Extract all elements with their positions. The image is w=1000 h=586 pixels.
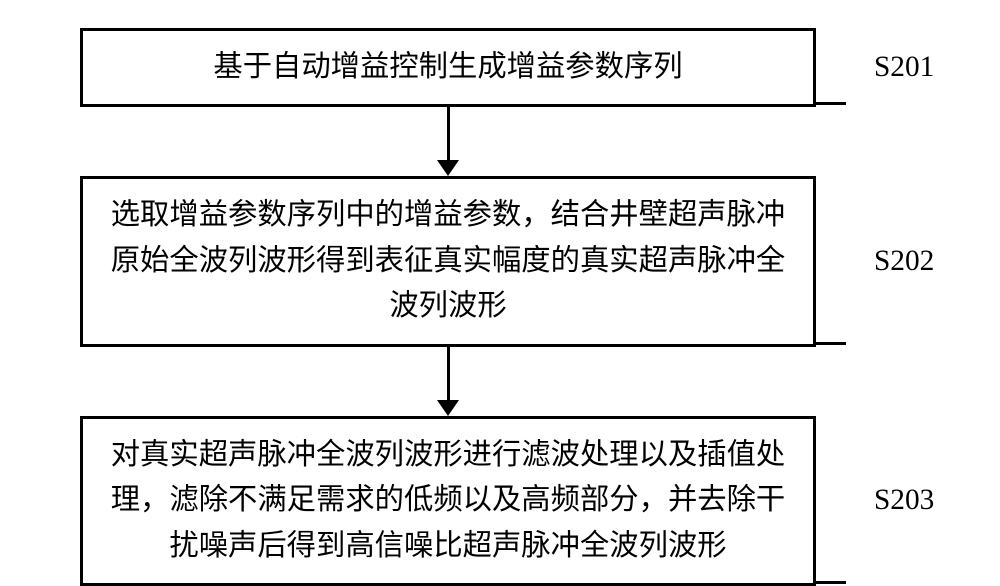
step-box: 选取增益参数序列中的增益参数，结合井壁超声脉冲原始全波列波形得到表征真实幅度的真… [80, 176, 816, 346]
step-box: 对真实超声脉冲全波列波形进行滤波处理以及插值处理，滤除不满足需求的低频以及高频部… [80, 416, 816, 586]
flowchart-container: 基于自动增益控制生成增益参数序列 S201 选取增益参数序列中的增益参数，结合井壁超… [80, 28, 936, 586]
label-connector [816, 102, 846, 105]
arrow-head-icon [437, 160, 459, 176]
step-row: 对真实超声脉冲全波列波形进行滤波处理以及插值处理，滤除不满足需求的低频以及高频部… [80, 416, 936, 586]
step-text: 基于自动增益控制生成增益参数序列 [213, 45, 682, 90]
arrow-head-icon [437, 400, 459, 416]
arrow [80, 347, 816, 416]
arrow-line [447, 347, 450, 401]
arrow [80, 107, 816, 176]
step-box: 基于自动增益控制生成增益参数序列 [80, 28, 816, 107]
step-label: S201 [874, 51, 934, 84]
label-connector [816, 342, 846, 345]
step-text: 对真实超声脉冲全波列波形进行滤波处理以及插值处理，滤除不满足需求的低频以及高频部… [101, 433, 795, 569]
label-connector [816, 581, 846, 584]
step-label: S202 [874, 245, 934, 278]
step-label: S203 [874, 484, 934, 517]
arrow-line [447, 107, 450, 161]
step-row: 选取增益参数序列中的增益参数，结合井壁超声脉冲原始全波列波形得到表征真实幅度的真… [80, 176, 936, 346]
step-row: 基于自动增益控制生成增益参数序列 S201 [80, 28, 936, 107]
step-text: 选取增益参数序列中的增益参数，结合井壁超声脉冲原始全波列波形得到表征真实幅度的真… [101, 193, 795, 329]
